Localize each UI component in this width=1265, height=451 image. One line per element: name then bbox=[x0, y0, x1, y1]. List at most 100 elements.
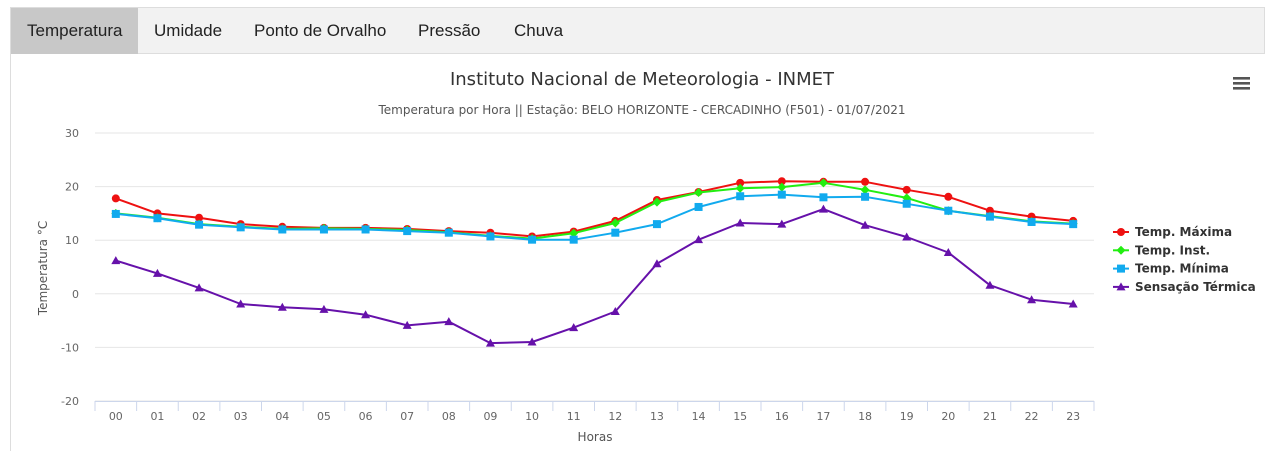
x-tick-label: 06 bbox=[359, 410, 373, 423]
data-point-temp-inst bbox=[735, 183, 745, 193]
chart-panel bbox=[10, 54, 1265, 451]
data-point-sensacao-termica bbox=[860, 220, 870, 229]
legend-item-temp-inst[interactable]: Temp. Inst. bbox=[1113, 243, 1210, 257]
data-point-temp-minima bbox=[195, 220, 204, 229]
data-point-temp-minima bbox=[153, 214, 162, 223]
data-point-temp-minima bbox=[652, 220, 661, 229]
data-point-sensacao-termica bbox=[444, 317, 454, 326]
x-tick-label: 04 bbox=[275, 410, 289, 423]
data-point-temp-maxima bbox=[944, 192, 953, 201]
data-point-temp-minima bbox=[111, 209, 120, 218]
hamburger-menu-icon[interactable] bbox=[1233, 77, 1250, 90]
chart-subtitle: Temperatura por Hora || Estação: BELO HO… bbox=[378, 103, 906, 117]
legend-item-sensacao-termica[interactable]: Sensação Térmica bbox=[1113, 280, 1256, 294]
y-axis-title: Temperatura °C bbox=[36, 221, 50, 316]
x-tick-label: 07 bbox=[400, 410, 414, 423]
data-point-temp-minima bbox=[403, 227, 412, 236]
x-tick-label: 18 bbox=[858, 410, 872, 423]
data-point-sensacao-termica bbox=[485, 338, 495, 347]
data-point-temp-minima bbox=[736, 192, 745, 201]
data-point-sensacao-termica bbox=[527, 337, 537, 346]
x-tick-label: 02 bbox=[192, 410, 206, 423]
legend-item-temp-maxima[interactable]: Temp. Máxima bbox=[1113, 225, 1232, 239]
data-point-temp-minima bbox=[319, 225, 328, 234]
tab-bar: Temperatura Umidade Ponto de Orvalho Pre… bbox=[10, 7, 1265, 54]
data-point-temp-minima bbox=[944, 206, 953, 215]
data-point-temp-minima bbox=[444, 228, 453, 237]
legend-label: Temp. Mínima bbox=[1135, 262, 1229, 276]
data-point-temp-minima bbox=[861, 192, 870, 201]
x-tick-label: 23 bbox=[1066, 410, 1080, 423]
series-line-temp-minima bbox=[115, 193, 1074, 241]
y-tick-label: 20 bbox=[65, 181, 79, 194]
x-tick-label: 10 bbox=[525, 410, 539, 423]
data-point-temp-minima bbox=[236, 223, 245, 232]
tab-umidade[interactable]: Umidade bbox=[154, 21, 223, 40]
x-tick-label: 09 bbox=[483, 410, 497, 423]
data-point-temp-inst bbox=[569, 228, 579, 238]
data-point-temp-maxima bbox=[736, 178, 745, 187]
data-point-temp-minima bbox=[1027, 217, 1036, 226]
x-tick-label: 19 bbox=[900, 410, 914, 423]
data-point-sensacao-termica bbox=[361, 310, 371, 319]
x-tick-label: 08 bbox=[442, 410, 456, 423]
tab-temperatura[interactable]: Temperatura bbox=[11, 8, 139, 54]
legend-marker bbox=[1117, 228, 1125, 236]
data-point-sensacao-termica bbox=[194, 283, 204, 292]
data-point-temp-inst bbox=[818, 178, 828, 188]
chart-title: Instituto Nacional de Meteorologia - INM… bbox=[450, 69, 835, 90]
x-tick-label: 13 bbox=[650, 410, 664, 423]
series-line-temp-inst bbox=[115, 181, 1074, 240]
data-point-temp-maxima bbox=[195, 213, 204, 222]
y-tick-label: -20 bbox=[61, 395, 79, 408]
data-point-sensacao-termica bbox=[1068, 299, 1078, 308]
x-tick-label: 16 bbox=[775, 410, 789, 423]
data-point-temp-maxima bbox=[902, 185, 911, 194]
y-tick-label: 30 bbox=[65, 127, 79, 140]
data-point-temp-maxima bbox=[111, 194, 120, 203]
tab-chuva[interactable]: Chuva bbox=[514, 21, 564, 40]
x-tick-label: 03 bbox=[234, 410, 248, 423]
legend-marker bbox=[1116, 282, 1126, 291]
data-point-temp-inst bbox=[694, 187, 704, 197]
y-tick-label: 10 bbox=[65, 234, 79, 247]
tab-pressao[interactable]: Pressão bbox=[418, 21, 481, 40]
data-point-temp-maxima bbox=[777, 177, 786, 186]
data-point-sensacao-termica bbox=[569, 323, 579, 332]
x-tick-label: 17 bbox=[816, 410, 830, 423]
data-point-sensacao-termica bbox=[152, 268, 162, 277]
data-point-temp-minima bbox=[611, 228, 620, 237]
data-point-sensacao-termica bbox=[277, 302, 287, 311]
series-sensacao-termica bbox=[111, 204, 1078, 347]
x-tick-label: 15 bbox=[733, 410, 747, 423]
data-point-temp-minima bbox=[1069, 220, 1078, 229]
data-point-temp-inst bbox=[860, 185, 870, 195]
series-line-temp-maxima bbox=[115, 180, 1074, 238]
x-axis-title: Horas bbox=[578, 430, 613, 444]
data-point-temp-minima bbox=[902, 199, 911, 208]
legend-marker bbox=[1116, 245, 1126, 255]
data-point-sensacao-termica bbox=[610, 306, 620, 315]
data-point-sensacao-termica bbox=[777, 219, 787, 228]
data-point-temp-minima bbox=[528, 235, 537, 244]
data-point-sensacao-termica bbox=[236, 299, 246, 308]
x-tick-label: 14 bbox=[692, 410, 706, 423]
legend-marker bbox=[1117, 264, 1125, 273]
legend-label: Temp. Máxima bbox=[1135, 225, 1232, 239]
legend-item-temp-minima[interactable]: Temp. Mínima bbox=[1113, 262, 1229, 276]
data-point-temp-minima bbox=[486, 232, 495, 241]
tab-ponto-de-orvalho[interactable]: Ponto de Orvalho bbox=[254, 21, 387, 40]
legend-label: Sensação Térmica bbox=[1135, 280, 1256, 294]
series-line-sensacao-termica bbox=[115, 208, 1074, 345]
x-tick-label: 05 bbox=[317, 410, 331, 423]
data-point-temp-minima bbox=[777, 190, 786, 199]
x-tick-label: 00 bbox=[109, 410, 123, 423]
x-tick-label: 11 bbox=[567, 410, 581, 423]
data-point-temp-minima bbox=[361, 225, 370, 234]
data-point-sensacao-termica bbox=[1027, 295, 1037, 304]
data-point-sensacao-termica bbox=[902, 232, 912, 241]
data-point-sensacao-termica bbox=[735, 218, 745, 227]
data-point-temp-minima bbox=[569, 235, 578, 244]
y-tick-label: 0 bbox=[72, 288, 79, 301]
